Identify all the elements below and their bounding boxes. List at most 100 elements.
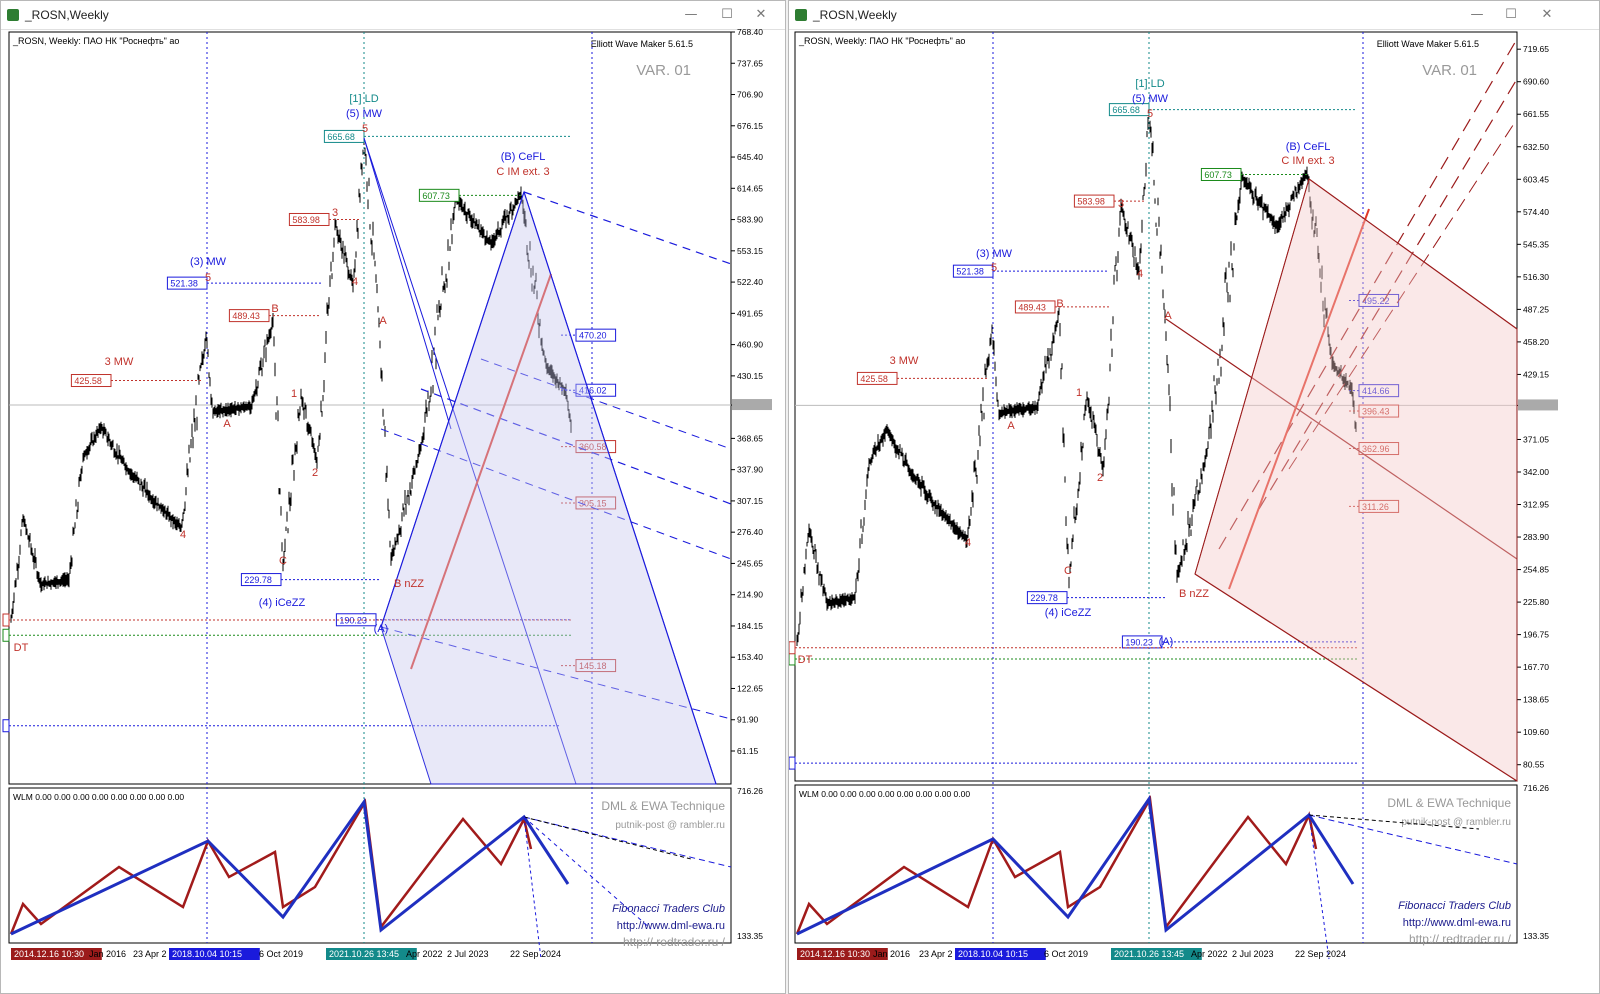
variant-label: VAR. 01: [1422, 62, 1477, 79]
price-axis-label: 184.15: [737, 621, 763, 631]
level-value: 305.15: [579, 498, 607, 508]
fibonacci-channel: [380, 190, 717, 785]
price-axis-label: 153.40: [737, 652, 763, 662]
wave-label: B nZZ: [1179, 588, 1209, 600]
wave-label: 5: [991, 262, 997, 274]
level-box: [1358, 442, 1400, 456]
level-box: [2, 613, 10, 627]
wave-label: 4: [965, 537, 971, 549]
level-box: [166, 276, 208, 290]
level-value: 425.58: [74, 376, 102, 386]
chart-window-right[interactable]: _ROSN,Weekly — ☐ ✕ _ROSN, Weekly: ПАО НК…: [788, 0, 1600, 994]
trend-line: [363, 137, 452, 430]
level-value: 414.66: [1362, 386, 1390, 396]
price-axis-label: 706.90: [737, 90, 763, 100]
price-chart[interactable]: _ROSN, Weekly: ПАО НК "Роснефть" ао Ellio…: [789, 29, 1599, 993]
credit-technique: DML & EWA Technique: [1387, 796, 1511, 810]
time-axis-label: Apr 2022: [406, 949, 443, 959]
wave-label: 5: [362, 123, 368, 135]
current-price-marker: [1518, 399, 1558, 411]
price-axis-label: 545.35: [1523, 239, 1549, 249]
subwindow-axis-top: 716.26: [737, 786, 763, 796]
trend-line: [480, 358, 732, 450]
level-box: [1014, 300, 1056, 314]
time-axis-label: 22 Sep 2024: [510, 949, 561, 959]
level-value: 665.68: [1112, 105, 1140, 115]
price-axis-label: 283.90: [1523, 532, 1549, 542]
credit-redtrader: http:// redtrader.ru /: [1409, 932, 1512, 946]
price-axis-label: 342.00: [1523, 467, 1549, 477]
main-chart-frame: [8, 31, 732, 785]
price-axis-label: 91.90: [737, 715, 759, 725]
wave-label: (5) MW: [346, 108, 383, 120]
wave-label: 4: [1137, 268, 1143, 280]
price-axis-label: 522.40: [737, 277, 763, 287]
level-box: [575, 659, 617, 673]
window-titlebar[interactable]: _ROSN,Weekly — ☐ ✕: [789, 1, 1599, 30]
credit-url: http://www.dml-ewa.ru: [617, 920, 725, 932]
level-box: [228, 309, 270, 323]
subwindow-frame: [8, 787, 732, 944]
fibonacci-channel: [1194, 178, 1518, 782]
price-axis-label: 614.65: [737, 183, 763, 193]
close-icon[interactable]: ✕: [1541, 7, 1553, 22]
trend-line: [363, 137, 577, 785]
trend-line: [1258, 78, 1518, 510]
maximize-icon[interactable]: ☐: [721, 7, 733, 22]
level-box: [856, 371, 898, 385]
level-box: [789, 756, 796, 770]
level-value: 425.58: [860, 374, 888, 384]
wave-label: 5: [205, 272, 211, 284]
price-axis-label: 661.55: [1523, 109, 1549, 119]
time-highlight: [11, 948, 102, 960]
wave-label: (4) iCeZZ: [1045, 607, 1092, 619]
time-axis-label: 23 Apr 2: [133, 949, 167, 959]
price-axis-label: 214.90: [737, 590, 763, 600]
wave-label: [1] LD: [349, 93, 378, 105]
window-titlebar[interactable]: _ROSN,Weekly — ☐ ✕: [1, 1, 785, 30]
trend-line: [1165, 318, 1518, 560]
wave-label: 2: [1097, 472, 1103, 484]
price-axis-label: 583.90: [737, 215, 763, 225]
price-axis-label: 737.65: [737, 58, 763, 68]
price-bars: [796, 104, 1357, 646]
wave-label: 1: [1076, 387, 1082, 399]
price-axis-label: 254.85: [1523, 565, 1549, 575]
credit-club: Fibonacci Traders Club: [612, 903, 725, 915]
wave-label: (3) MW: [976, 248, 1013, 260]
wlm-projection-line: [1308, 814, 1330, 960]
price-axis-label: 430.15: [737, 371, 763, 381]
level-value: 521.38: [956, 267, 984, 277]
level-box: [2, 719, 10, 733]
wave-label: C: [279, 555, 287, 567]
price-axis-label: 429.15: [1523, 369, 1549, 379]
chart-window-left[interactable]: _ROSN,Weekly — ☐ ✕ _ROSN, Weekly: ПАО НК…: [0, 0, 786, 994]
indicator-name: Elliott Wave Maker 5.61.5: [591, 39, 693, 49]
level-box: [418, 188, 460, 202]
level-box: [1358, 384, 1400, 398]
level-value: 190.23: [1125, 637, 1153, 647]
price-axis-label: 460.90: [737, 340, 763, 350]
wlm-red-line: [9, 798, 533, 935]
price-axis-label: 312.95: [1523, 500, 1549, 510]
wlm-projection-line: [1308, 814, 1518, 865]
price-chart[interactable]: _ROSN, Weekly: ПАО НК "Роснефть" ао Ellio…: [1, 29, 785, 993]
level-value: 311.26: [1362, 502, 1389, 512]
trend-line: [410, 273, 552, 670]
indicator-name: Elliott Wave Maker 5.61.5: [1377, 39, 1479, 49]
level-box: [1108, 103, 1150, 117]
maximize-icon[interactable]: ☐: [1505, 7, 1517, 22]
close-icon[interactable]: ✕: [755, 7, 767, 22]
price-axis-label: 122.65: [737, 683, 763, 693]
wave-label: 4: [352, 276, 358, 288]
price-axis-label: 196.75: [1523, 630, 1549, 640]
minimize-icon[interactable]: —: [684, 7, 698, 22]
price-axis-label: 553.15: [737, 246, 763, 256]
level-box: [1121, 635, 1163, 649]
wave-label: B: [1056, 298, 1063, 310]
minimize-icon[interactable]: —: [1470, 7, 1484, 22]
variant-label: VAR. 01: [636, 62, 691, 79]
subwindow-title: WLM 0.00 0.00 0.00 0.00 0.00 0.00 0.00 0…: [13, 792, 184, 802]
level-value: 416.02: [579, 386, 607, 396]
level-box: [70, 374, 112, 388]
